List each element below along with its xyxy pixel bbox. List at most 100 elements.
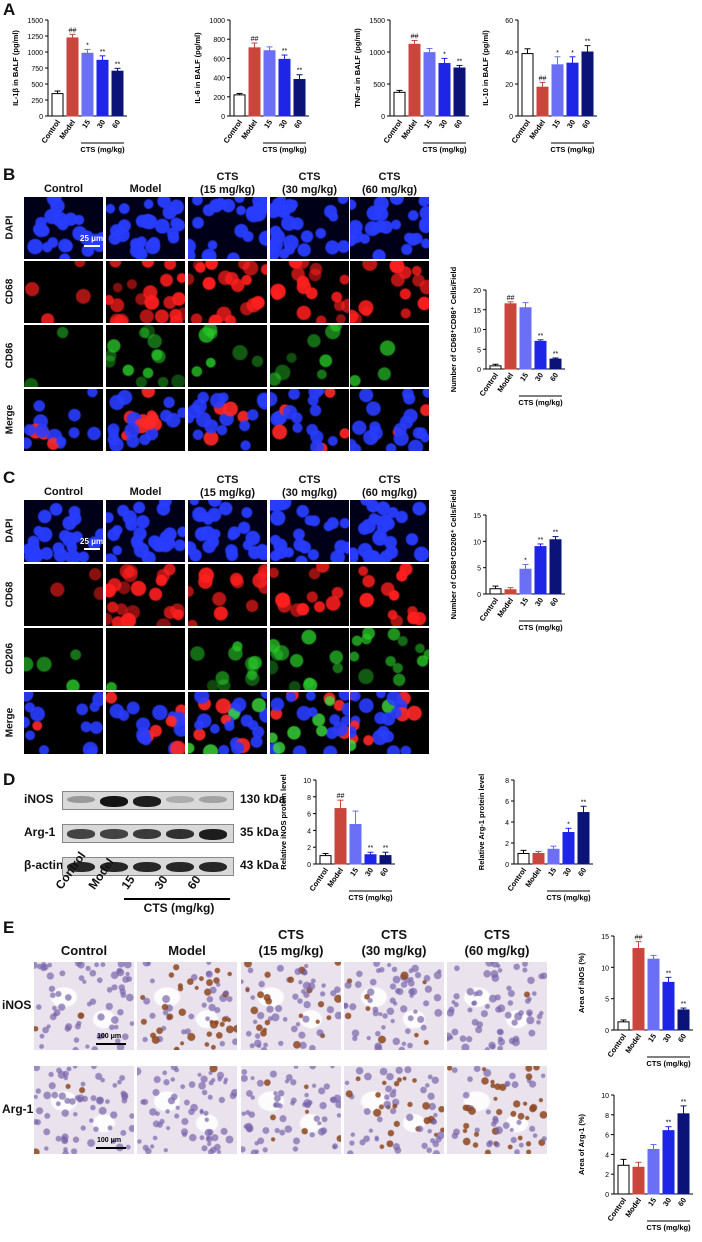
panel-letter-a: A [3,0,16,19]
cts-label: CTS (mg/kg) [646,1223,691,1232]
micrograph [24,261,103,323]
micrograph [106,564,185,626]
micrograph [106,261,185,323]
micrograph [188,564,267,626]
y-tick-label: 6 [505,799,509,806]
row-label: CD68 [4,278,16,305]
y-tick-label: 8 [505,778,509,785]
micrograph [106,389,185,451]
significance-label: ## [411,33,419,40]
bar-30 [662,981,675,1031]
y-axis-label: IL-6 in BALF (pg/ml) [193,32,202,104]
row-label: Merge [4,707,16,738]
chart-cd86: 0 5 10 15 20 Number of CD68⁺CD86⁺ Cells/Field… [449,266,565,407]
significance-label: ## [337,793,345,800]
significance-label: ** [553,351,559,358]
column-header: Model [129,183,162,195]
x-tick-label: 30 [363,866,375,878]
y-tick-label: 15 [473,308,481,315]
cts-label: CTS (mg/kg) [262,145,307,154]
blot-band [100,796,128,807]
blot-kda-label: 35 kDa [240,825,279,839]
y-tick-label: 0 [39,114,43,121]
y-tick-label: 8 [605,1113,609,1120]
column-subheader: (30 mg/kg) [281,184,337,196]
micrograph [350,692,429,754]
chart-cd206: 0 5 10 15 Number of CD68⁺CD206⁺ Cells/Field C… [449,489,565,632]
row-label: DAPI [4,215,16,240]
blot-band [133,862,161,873]
column-header: Control [43,183,84,195]
bar-control [517,853,530,865]
y-tick-label: 250 [31,98,43,105]
column-subheader: (60 mg/kg) [361,184,417,196]
significance-label: ** [297,68,303,75]
bar-15 [647,958,660,1031]
bar-model [248,47,261,117]
y-tick-label: 2 [505,841,509,848]
column-header: CTS [381,927,407,942]
x-tick-label: 15 [348,866,360,878]
x-tick-label: 30 [95,118,107,130]
blot-strip [62,857,234,876]
significance-label: * [567,821,570,828]
ihc-micrograph [344,1066,444,1154]
significance-label: ** [100,49,106,56]
micrograph [350,197,429,259]
micrograph [350,500,429,562]
y-tick-label: 0 [477,592,481,599]
scale-bar-label: 100 μm [97,1137,122,1144]
micrograph [350,261,429,323]
bar-60 [577,812,590,865]
y-tick-label: 0 [221,114,225,121]
column-header: CTS [378,474,401,486]
micrograph [350,628,429,690]
blot-band [199,829,227,840]
blot-band [166,829,194,839]
bar-model [504,589,517,595]
y-tick-label: 15 [601,934,609,941]
bar-60 [677,1113,690,1195]
bar-60 [453,67,466,117]
y-tick-label: 8 [307,795,311,802]
micrograph [350,325,429,387]
x-tick-label: Control [605,1196,628,1223]
bar-30 [566,62,579,117]
x-tick-label: 60 [676,1032,688,1044]
x-tick-label: 60 [378,866,390,878]
row-label: CD206 [4,642,16,675]
y-tick-label: 400 [213,76,225,83]
cts-label: CTS (mg/kg) [143,901,215,915]
micrograph [270,500,349,562]
cts-label: CTS (mg/kg) [422,145,467,154]
bar-control [319,855,332,865]
y-tick-label: 2 [307,845,311,852]
y-tick-label: 0 [605,1192,609,1199]
column-subheader: (60 mg/kg) [464,943,530,958]
ihc-micrograph [34,1066,134,1154]
x-tick-label: Control [509,118,532,145]
significance-label: ** [115,61,121,68]
significance-label: * [86,42,89,49]
bar-model [504,303,517,370]
micrograph [24,564,103,626]
micrograph [106,692,185,754]
blot-band [67,829,95,839]
blot-band [199,862,227,873]
bar-30 [278,58,291,117]
column-subheader: (30 mg/kg) [361,943,427,958]
bar-15 [547,848,560,865]
bar-control [51,93,64,117]
chart-arg1-protein: 0 2 4 6 8 Relative Arg-1 protein level Control… [477,774,593,902]
y-tick-label: 0 [477,367,481,374]
micrograph [188,389,267,451]
y-tick-label: 60 [505,18,513,25]
cts-label: CTS (mg/kg) [518,623,563,632]
x-tick-label: 60 [676,1196,688,1208]
ihc-micrograph [241,962,341,1050]
bar-30 [662,1130,675,1195]
significance-label: ** [368,845,374,852]
blot-protein-label: Arg-1 [24,825,56,839]
scale-bar [96,1043,126,1045]
micrograph [24,325,103,387]
